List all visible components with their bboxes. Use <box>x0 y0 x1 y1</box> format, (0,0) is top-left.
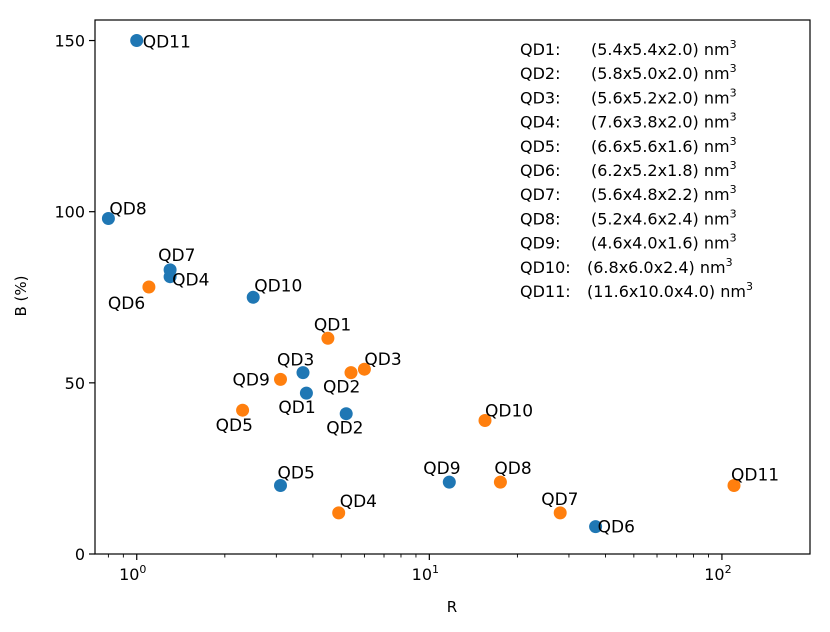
y-axis-label: B (%) <box>12 275 30 316</box>
series1-point-qd2 <box>339 407 353 421</box>
series2-label-qd8: QD8 <box>494 459 531 479</box>
series2-point-qd2 <box>344 366 358 380</box>
series2-point-qd11 <box>727 479 741 492</box>
series1-point-qd5 <box>274 479 287 492</box>
annotation-dims-4: (7.6x3.8x2.0) nm3 <box>591 111 737 132</box>
series1-label-qd11: QD11 <box>143 33 191 53</box>
series2-point-qd10 <box>478 414 492 427</box>
series2-label-qd7: QD7 <box>541 490 578 510</box>
series1-label-qd10: QD10 <box>254 276 302 296</box>
series1-label-qd6: QD6 <box>598 518 635 538</box>
annotation-name-6: QD6: <box>520 161 560 180</box>
series2-label-qd9: QD9 <box>233 370 270 390</box>
series2-point-qd6 <box>142 280 156 294</box>
series2-point-qd4 <box>332 506 346 520</box>
series2-point-qd8 <box>493 475 507 489</box>
x-axis-label: R <box>447 598 457 616</box>
annotation-dims-5: (6.6x5.6x1.6) nm3 <box>591 135 737 156</box>
series2-label-qd10: QD10 <box>485 402 533 422</box>
series1-label-qd8: QD8 <box>109 200 146 220</box>
annotation-name-2: QD2: <box>520 64 560 83</box>
series1-label-qd7: QD7 <box>158 246 195 266</box>
series2-point-qd1 <box>321 331 335 345</box>
annotation-name-1: QD1: <box>520 40 560 59</box>
annotation-dims-10: (6.8x6.0x2.4) nm3 <box>587 256 733 277</box>
annotation-name-5: QD5: <box>520 137 560 156</box>
series1-point-qd6 <box>589 520 603 534</box>
series1-point-qd1 <box>299 386 313 400</box>
series1-point-qd11 <box>130 34 144 47</box>
series2-label-qd6: QD6 <box>108 294 145 314</box>
dimension-annotations: QD1: (5.4x5.4x2.0) nm3 QD2: (5.8x5.0x2.0) n… <box>520 38 753 301</box>
series1-point-qd10 <box>246 290 260 304</box>
series1-label-qd4: QD4 <box>172 271 209 291</box>
series2-point-qd9 <box>274 372 287 386</box>
series1-label-qd3: QD3 <box>277 351 314 371</box>
series2-label-qd2: QD2 <box>323 378 360 398</box>
series2-label-qd4: QD4 <box>340 492 377 512</box>
series2-label-qd1: QD1 <box>314 315 351 335</box>
annotation-name-3: QD3: <box>520 88 560 107</box>
y-tick-label-100: 100 <box>54 203 85 222</box>
series2-label-qd3: QD3 <box>364 350 401 370</box>
series1-label-qd2: QD2 <box>326 419 363 439</box>
y-tick-label-50: 50 <box>65 374 85 393</box>
y-tick-label-150: 150 <box>54 32 85 51</box>
annotation-dims-11: (11.6x10.0x4.0) nm3 <box>587 280 753 301</box>
data-points <box>101 34 741 534</box>
annotation-name-4: QD4: <box>520 113 560 132</box>
annotation-dims-2: (5.8x5.0x2.0) nm3 <box>591 62 737 83</box>
series2-point-qd3 <box>357 362 371 376</box>
plot-frame <box>94 19 811 555</box>
annotation-dims-8: (5.2x4.6x2.4) nm3 <box>591 207 737 228</box>
annotation-dims-9: (4.6x4.0x1.6) nm3 <box>591 232 737 253</box>
series1-label-qd5: QD5 <box>278 464 315 484</box>
series1-label-qd9: QD9 <box>423 459 460 479</box>
annotation-dims-6: (6.2x5.2x1.8) nm3 <box>591 159 737 180</box>
annotation-dims-7: (5.6x4.8x2.2) nm3 <box>591 183 737 204</box>
annotation-name-7: QD7: <box>520 185 560 204</box>
series1-point-qd3 <box>296 366 310 380</box>
y-tick-label-0: 0 <box>75 545 85 564</box>
series1-point-qd8 <box>101 212 115 225</box>
annotation-name-8: QD8: <box>520 209 560 228</box>
annotation-dims-3: (5.6x5.2x2.0) nm3 <box>591 86 737 107</box>
series1-point-qd9 <box>442 475 456 489</box>
annotation-name-9: QD9: <box>520 234 560 253</box>
point-labels: QD1QD2QD3QD4QD5QD6QD7QD8QD9QD10QD11QD1QD… <box>108 33 779 538</box>
series2-point-qd7 <box>553 506 567 520</box>
series1-label-qd1: QD1 <box>278 398 315 418</box>
series2-point-qd5 <box>236 403 250 417</box>
series2-label-qd11: QD11 <box>731 466 779 486</box>
annotation-name-10: QD10: <box>520 258 571 277</box>
series1-point-qd7 <box>163 263 177 277</box>
annotation-name-11: QD11: <box>520 282 571 301</box>
annotation-dims-1: (5.4x5.4x2.0) nm3 <box>591 38 737 59</box>
series2-label-qd5: QD5 <box>216 416 253 436</box>
